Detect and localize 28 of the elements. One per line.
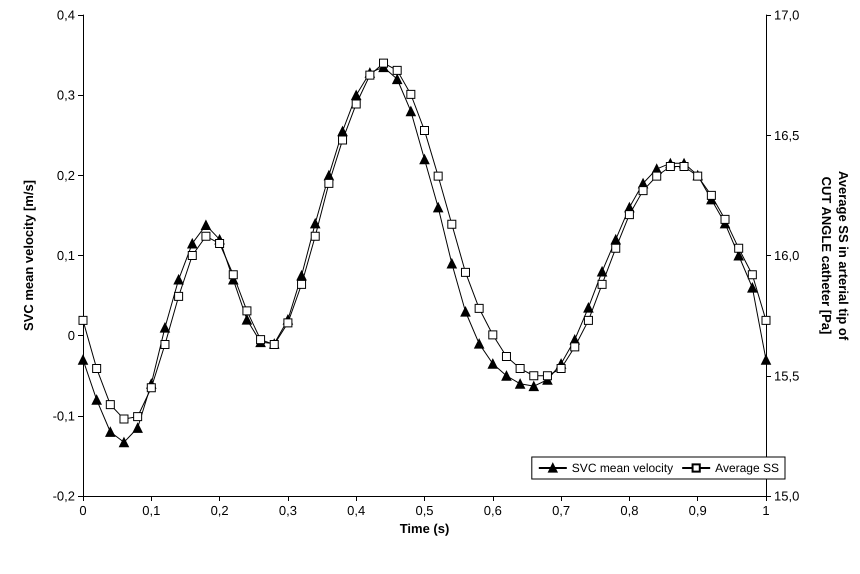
x-tick-label: 0,2 [210,503,229,518]
x-axis-title: Time (s) [400,521,450,536]
y-tick-label: 0,3 [56,88,75,103]
x-tick-label: 0 [79,503,87,518]
y-tick-label: 0 [68,328,75,344]
x-tick-label: 0,9 [688,503,707,518]
x-tick-label: 0,5 [415,503,434,518]
y-tick-label: -0,1 [52,408,75,424]
y2-tick-label: 16,5 [774,128,800,143]
x-tick-label: 0,8 [620,503,638,518]
x-tick-label: 0,6 [484,503,502,518]
y-tick-label: -0,2 [52,488,75,504]
y-tick-label: 0,4 [56,8,75,22]
legend-label: Average SS [715,461,780,475]
y2-tick-label: 15,0 [774,488,800,504]
y2-axis-title: Average SS in arterial tip of CUT ANGLE catheter [Pa] [819,170,851,341]
y2-tick-label: 16,0 [774,248,800,263]
x-tick-label: 0,4 [347,503,366,518]
x-tick-label: 1 [762,503,770,518]
y-axis-title: SVC mean velocity [m/s] [21,180,36,331]
y2-tick-label: 17,0 [774,8,800,22]
x-tick-label: 0,7 [552,503,570,518]
y-tick-label: 0,1 [56,248,75,263]
y2-tick-label: 15,5 [774,368,800,384]
y-tick-label: 0,2 [56,168,75,183]
legend-label: SVC mean velocity [572,461,674,475]
x-tick-label: 0,1 [142,503,160,518]
x-tick-label: 0,3 [278,503,297,518]
